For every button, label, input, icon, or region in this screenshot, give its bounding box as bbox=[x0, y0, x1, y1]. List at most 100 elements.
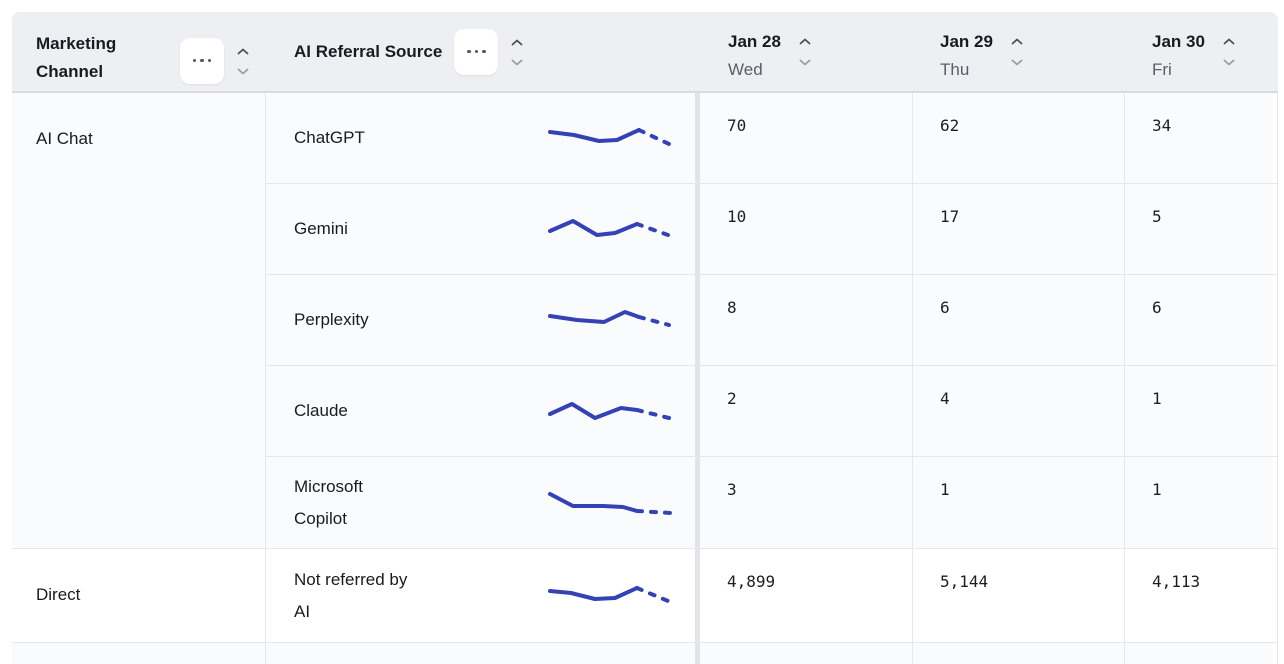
sparkline-chart bbox=[548, 310, 671, 327]
group-rows: ChatGPT 70 62 34 Gemini 10 17 5 Perplexity 8 6 6 Cla… bbox=[266, 93, 1277, 548]
source-label: Gemini bbox=[294, 219, 348, 238]
table-row-microsoft-copilot: Microsoft Copilot 3 1 1 bbox=[266, 457, 1277, 548]
frozen-pane-divider bbox=[695, 643, 700, 664]
more-options-icon bbox=[467, 49, 471, 54]
table-row-gemini: Gemini 10 17 5 bbox=[266, 184, 1277, 275]
channel-group-empty bbox=[12, 643, 1277, 664]
weekday-label: Wed bbox=[728, 60, 763, 79]
table-row-chatgpt: ChatGPT 70 62 34 bbox=[266, 93, 1277, 184]
table-row-not-referred-by-ai: Not referred by AI 4,899 5,144 4,113 bbox=[266, 549, 1277, 642]
value-cell: 10 bbox=[700, 184, 912, 274]
group-rows: Not referred by AI 4,899 5,144 4,113 bbox=[266, 549, 1277, 642]
table-row-claude: Claude 2 4 1 bbox=[266, 366, 1277, 457]
marketing-channel-more-options-button[interactable] bbox=[180, 37, 224, 84]
jan-30-sort-controls bbox=[1223, 28, 1235, 66]
marketing-channel-sort-controls bbox=[237, 46, 249, 75]
frozen-pane-divider bbox=[695, 457, 700, 548]
sparkline-chart bbox=[548, 128, 671, 146]
column-header-jan-30[interactable]: Jan 30 Fri bbox=[1124, 12, 1278, 91]
channel-cell-ai-chat: AI Chat bbox=[12, 93, 266, 548]
column-header-ai-referral-source[interactable]: AI Referral Source bbox=[266, 12, 700, 91]
value-cell: 70 bbox=[700, 93, 912, 183]
value-cell: 1 bbox=[1124, 366, 1273, 456]
sort-ascending-icon[interactable] bbox=[511, 39, 523, 46]
sort-ascending-icon[interactable] bbox=[237, 48, 249, 55]
ai-referral-source-more-options-button[interactable] bbox=[454, 28, 499, 75]
value-cell bbox=[700, 643, 912, 664]
source-label: Microsoft Copilot bbox=[294, 476, 363, 528]
value-cell: 8 bbox=[700, 275, 912, 365]
more-options-icon bbox=[192, 58, 197, 63]
column-header-marketing-channel[interactable]: Marketing Channel bbox=[12, 12, 266, 91]
source-cell-gemini: Gemini bbox=[266, 184, 695, 274]
sort-descending-icon[interactable] bbox=[1223, 59, 1235, 66]
value-cell: 4,113 bbox=[1124, 549, 1273, 642]
date-label: Jan 28 bbox=[728, 32, 781, 51]
more-options-icon bbox=[482, 49, 486, 54]
data-table: Marketing Channel AI Referral Source bbox=[12, 12, 1278, 664]
channel-cell-empty bbox=[12, 643, 266, 664]
value-cell: 34 bbox=[1124, 93, 1273, 183]
date-header-stack: Jan 30 Fri bbox=[1152, 28, 1205, 84]
source-cell-empty bbox=[266, 643, 695, 664]
source-label: Not referred by AI bbox=[294, 569, 408, 621]
value-cell: 5,144 bbox=[912, 549, 1124, 642]
source-label: Perplexity bbox=[294, 310, 369, 329]
source-cell-perplexity: Perplexity bbox=[266, 275, 695, 365]
source-label: ChatGPT bbox=[294, 128, 365, 147]
more-options-icon bbox=[200, 58, 204, 63]
date-header-stack: Jan 28 Wed bbox=[728, 28, 781, 84]
source-cell-claude: Claude bbox=[266, 366, 695, 456]
source-cell-not-referred-by-ai: Not referred by AI bbox=[266, 549, 695, 642]
source-label: Claude bbox=[294, 401, 348, 420]
value-cell: 6 bbox=[912, 275, 1124, 365]
sort-descending-icon[interactable] bbox=[799, 59, 811, 66]
source-cell-microsoft-copilot: Microsoft Copilot bbox=[266, 457, 695, 548]
jan-29-sort-controls bbox=[1011, 28, 1023, 66]
value-cell bbox=[1124, 643, 1273, 664]
source-cell-chatgpt: ChatGPT bbox=[266, 93, 695, 183]
value-cell: 5 bbox=[1124, 184, 1273, 274]
frozen-pane-divider bbox=[695, 366, 700, 456]
channel-group-ai-chat: AI Chat ChatGPT 70 62 34 Gemini 10 17 5 Perplexit… bbox=[12, 93, 1277, 549]
frozen-pane-divider bbox=[695, 275, 700, 365]
sort-ascending-icon[interactable] bbox=[799, 38, 811, 45]
date-header-stack: Jan 29 Thu bbox=[940, 28, 993, 84]
sort-descending-icon[interactable] bbox=[237, 68, 249, 75]
value-cell: 17 bbox=[912, 184, 1124, 274]
frozen-pane-divider bbox=[695, 93, 700, 183]
value-cell: 3 bbox=[700, 457, 912, 548]
table-row-empty bbox=[266, 643, 1277, 664]
marketing-channel-header-label: Marketing Channel bbox=[36, 34, 117, 81]
channel-cell-direct: Direct bbox=[12, 549, 266, 642]
date-label: Jan 30 bbox=[1152, 32, 1205, 51]
column-header-jan-29[interactable]: Jan 29 Thu bbox=[912, 12, 1124, 91]
frozen-pane-divider bbox=[695, 184, 700, 274]
value-cell: 2 bbox=[700, 366, 912, 456]
jan-28-sort-controls bbox=[799, 28, 811, 66]
ai-referral-source-sort-controls bbox=[511, 37, 523, 66]
channel-group-direct: Direct Not referred by AI 4,899 5,144 4,113 bbox=[12, 549, 1277, 643]
value-cell: 4 bbox=[912, 366, 1124, 456]
column-header-jan-28[interactable]: Jan 28 Wed bbox=[700, 12, 912, 91]
date-label: Jan 29 bbox=[940, 32, 993, 51]
sort-descending-icon[interactable] bbox=[1011, 59, 1023, 66]
value-cell: 1 bbox=[912, 457, 1124, 548]
sort-ascending-icon[interactable] bbox=[1011, 38, 1023, 45]
weekday-label: Fri bbox=[1152, 60, 1172, 79]
more-options-icon bbox=[474, 49, 479, 54]
ai-referral-source-header-label: AI Referral Source bbox=[294, 41, 443, 61]
weekday-label: Thu bbox=[940, 60, 970, 79]
frozen-pane-divider bbox=[695, 549, 700, 642]
sort-descending-icon[interactable] bbox=[511, 59, 523, 66]
more-options-icon bbox=[207, 58, 212, 63]
value-cell: 62 bbox=[912, 93, 1124, 183]
value-cell: 4,899 bbox=[700, 549, 912, 642]
sparkline-chart bbox=[548, 402, 671, 420]
sort-ascending-icon[interactable] bbox=[1223, 38, 1235, 45]
sparkline-chart bbox=[548, 585, 670, 603]
table-header: Marketing Channel AI Referral Source bbox=[12, 12, 1278, 93]
group-rows bbox=[266, 643, 1277, 664]
table-row-perplexity: Perplexity 8 6 6 bbox=[266, 275, 1277, 366]
